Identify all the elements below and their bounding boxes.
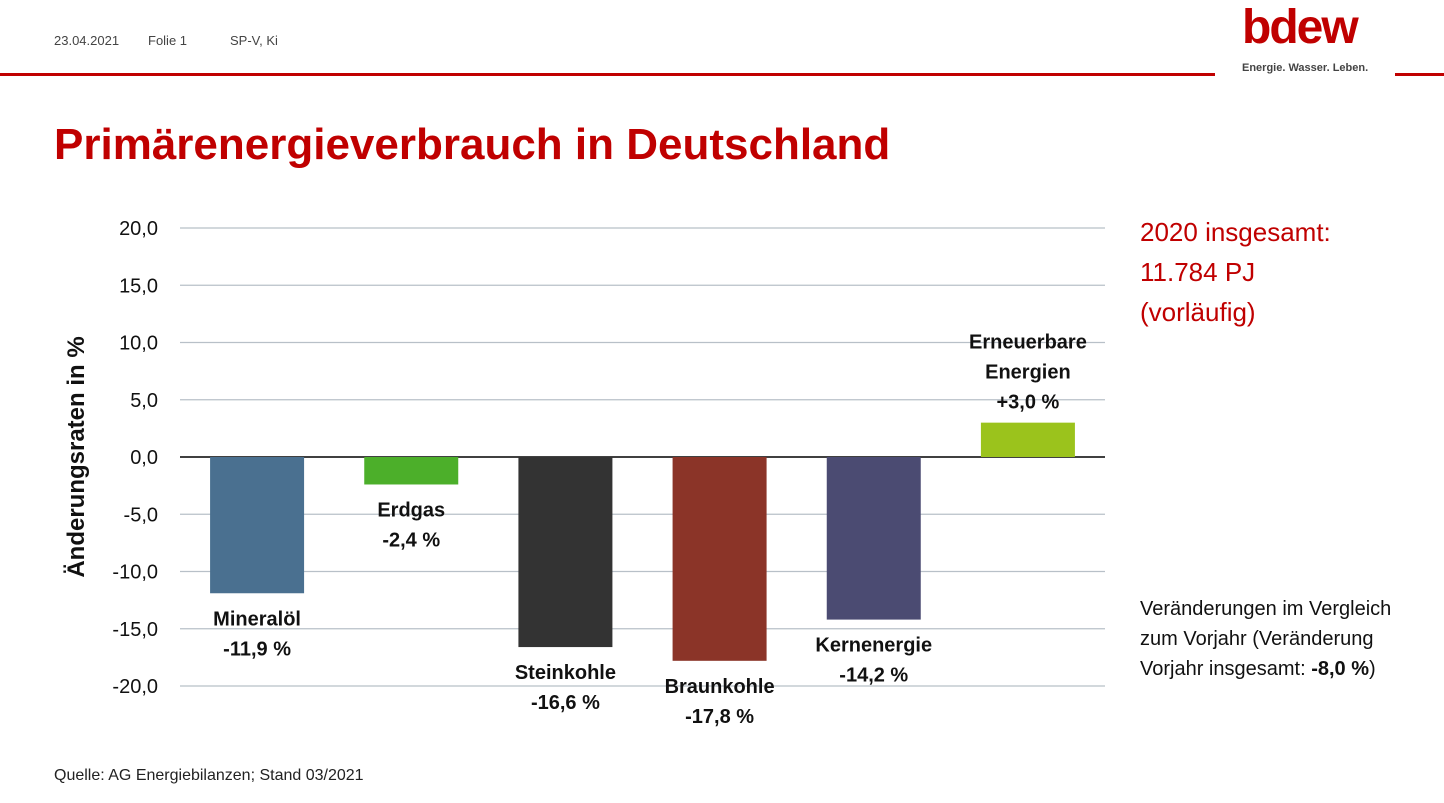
- y-tick-label: 0,0: [130, 447, 158, 469]
- page-title: Primärenergieverbrauch in Deutschland: [54, 120, 891, 169]
- bar-3: [672, 457, 767, 661]
- y-tick-label: 10,0: [119, 333, 158, 355]
- data-label-line: Erneuerbare: [969, 332, 1087, 354]
- logo-tagline: Energie. Wasser. Leben.: [1242, 62, 1369, 74]
- header-rule-right: [1395, 73, 1444, 76]
- data-label-1: Erdgas -2,4 %: [377, 499, 445, 551]
- logo-wordmark: bdew: [1242, 1, 1359, 54]
- bar-4: [826, 457, 921, 620]
- y-tick-label: 15,0: [119, 275, 158, 297]
- bar-5: [980, 422, 1075, 457]
- data-label-line: Mineralöl: [213, 608, 301, 630]
- header-rule-left: [0, 73, 1215, 76]
- source-note: Quelle: AG Energiebilanzen; Stand 03/202…: [54, 767, 364, 784]
- bar-1: [364, 457, 459, 485]
- change-note: Veränderungen im Vergleich zum Vorjahr (…: [1140, 594, 1391, 684]
- slide-date: 23.04.2021: [54, 33, 120, 48]
- note-line-3-prefix: Vorjahr insgesamt:: [1140, 658, 1312, 680]
- note-line-2: zum Vorjahr (Veränderung: [1140, 628, 1374, 650]
- slide-author: SP-V, Ki: [230, 33, 278, 48]
- bdew-logo: bdew Energie. Wasser. Leben.: [1218, 1, 1393, 76]
- data-label-line: +3,0 %: [997, 392, 1060, 414]
- y-axis-label: Änderungsraten in %: [63, 336, 90, 577]
- data-label-4: Kernenergie -14,2 %: [815, 635, 932, 687]
- y-tick-label: -5,0: [124, 504, 158, 526]
- total-consumption-box: 2020 insgesamt: 11.784 PJ (vorläufig): [1140, 212, 1331, 332]
- note-line-3: Vorjahr insgesamt: -8,0 %): [1140, 654, 1391, 684]
- data-label-line: Steinkohle: [515, 662, 616, 684]
- y-tick-label: 20,0: [119, 218, 158, 240]
- slide-number: Folie 1: [148, 33, 188, 48]
- note-line-3-suffix: ): [1369, 658, 1376, 680]
- y-tick-label: -15,0: [112, 619, 158, 641]
- total-line-2: 11.784 PJ: [1140, 257, 1256, 287]
- note-total-change-value: -8,0 %: [1311, 658, 1370, 680]
- data-label-line: Braunkohle: [665, 676, 775, 698]
- data-label-line: Kernenergie: [815, 635, 932, 657]
- bar-0: [210, 457, 305, 594]
- data-label-line: -14,2 %: [839, 665, 908, 687]
- data-label-0: Mineralöl -11,9 %: [213, 608, 301, 660]
- bar-2: [518, 457, 613, 648]
- data-label-5: Erneuerbare Energien +3,0 %: [969, 332, 1087, 414]
- data-label-line: -2,4 %: [382, 529, 440, 551]
- total-line-1: 2020 insgesamt:: [1140, 217, 1331, 247]
- data-label-line: Energien: [985, 362, 1071, 384]
- total-line-3: (vorläufig): [1140, 297, 1256, 327]
- data-label-line: -16,6 %: [531, 692, 600, 714]
- data-label-line: -11,9 %: [223, 638, 291, 660]
- note-line-1: Veränderungen im Vergleich: [1140, 598, 1392, 620]
- y-tick-label: -10,0: [112, 562, 158, 584]
- y-tick-label: -20,0: [112, 676, 158, 698]
- y-tick-label: 5,0: [130, 390, 158, 412]
- data-label-line: Erdgas: [377, 499, 445, 521]
- data-label-3: Braunkohle -17,8 %: [665, 676, 775, 728]
- data-label-line: -17,8 %: [685, 706, 754, 728]
- data-label-2: Steinkohle -16,6 %: [515, 662, 616, 714]
